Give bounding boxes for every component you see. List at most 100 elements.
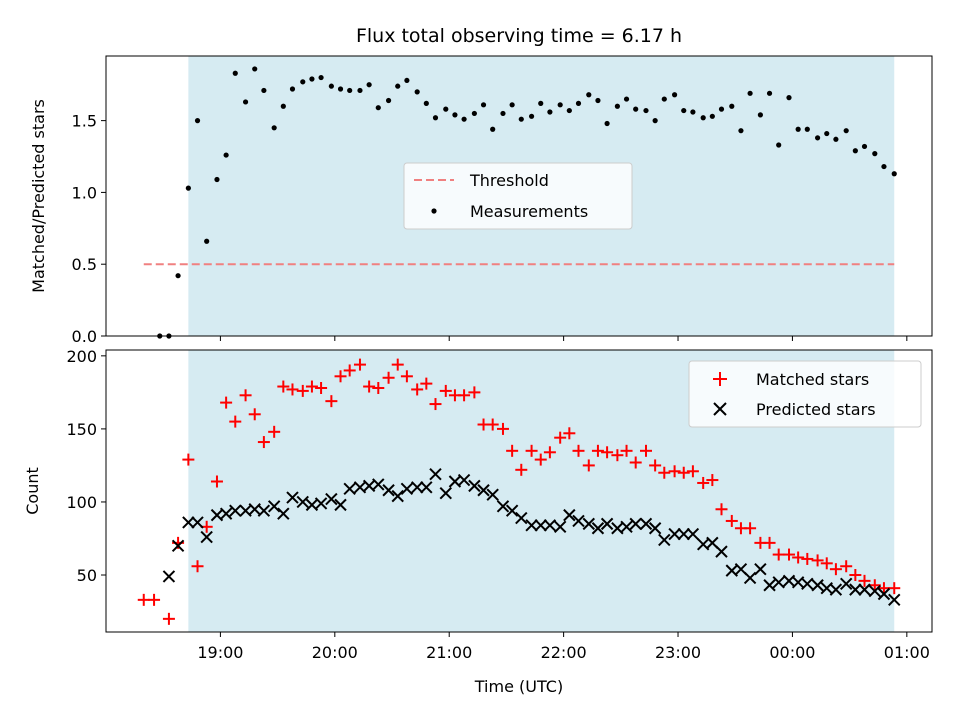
predicted-star-point <box>543 519 557 532</box>
measurement-point <box>786 95 792 101</box>
matched-star-point <box>525 444 538 457</box>
measurement-point <box>747 90 753 96</box>
predicted-star-point <box>829 583 843 596</box>
measurement-point <box>861 143 868 150</box>
matched-star-point <box>744 522 757 535</box>
measurement-point <box>643 107 649 114</box>
predicted-star-point <box>420 481 433 494</box>
y-tick-label: 150 <box>66 420 97 439</box>
matched-star-point <box>782 548 795 561</box>
measurement-point <box>872 151 878 157</box>
predicted-star-point <box>686 527 700 541</box>
measurement-point <box>175 273 181 279</box>
measurement-point <box>280 103 286 109</box>
bottom-legend-box <box>688 360 922 428</box>
top-legend-box <box>403 162 633 230</box>
measurement-point <box>232 70 238 76</box>
predicted-star-point <box>677 527 690 541</box>
predicted-star-point <box>468 479 481 493</box>
matched-star-point <box>611 449 624 462</box>
top-plot-frame <box>105 55 933 337</box>
measurement-point <box>242 99 249 105</box>
predicted-star-point <box>477 484 490 497</box>
measurement-point <box>633 106 639 112</box>
measurement-point <box>671 92 678 98</box>
matched-star-point <box>182 453 195 466</box>
matched-star-point <box>229 415 242 428</box>
measurement-point <box>204 238 210 244</box>
measurement-point <box>357 87 363 94</box>
predicted-star-point <box>811 579 824 592</box>
measurement-point <box>595 97 601 104</box>
matched-star-point <box>601 446 614 459</box>
predicted-star-point <box>162 570 176 583</box>
predicted-star-point <box>582 517 595 531</box>
predicted-star-point <box>858 583 871 596</box>
predicted-star-point <box>286 491 299 504</box>
matched-star-point <box>639 444 652 457</box>
predicted-star-point <box>334 498 347 512</box>
predicted-star-point <box>600 517 614 531</box>
measurement-point <box>194 118 201 124</box>
measurement-point <box>661 96 667 102</box>
matched-star-point <box>697 476 710 489</box>
top-y-axis: 0.0 0.5 1.0 1.5 <box>72 112 106 346</box>
measurement-point <box>337 86 344 92</box>
predicted-star-point <box>743 571 757 585</box>
measurement-point <box>718 106 725 112</box>
predicted-star-point <box>257 504 271 517</box>
matched-star-point <box>315 381 328 394</box>
legend-threshold-label: Threshold <box>469 171 549 190</box>
measurement-point <box>547 109 553 115</box>
bottom-panel: 50 100 150 200 19:00 20:00 21:00 22:00 23:00 00:… <box>23 347 933 696</box>
measurement-point <box>518 116 524 122</box>
matched-star-point <box>620 444 633 457</box>
matched-star-point <box>677 466 690 479</box>
predicted-star-point <box>457 473 471 487</box>
measurement-point <box>223 152 229 158</box>
x-tick-label: 01:00 <box>884 643 930 662</box>
measurement-point <box>300 79 306 85</box>
measurement-point <box>443 106 449 112</box>
matched-star-point <box>877 582 890 595</box>
matched-star-point <box>668 465 681 478</box>
bottom-y-axis: 50 100 150 200 <box>66 347 106 585</box>
top-panel: 0.0 0.5 1.0 1.5 Matched/Predicted stars Thr… <box>29 55 933 346</box>
matched-star-point <box>820 557 833 570</box>
x-tick-label: 19:00 <box>197 643 243 662</box>
matched-star-point <box>543 446 556 459</box>
matched-star-point <box>353 358 366 371</box>
matched-star-point <box>563 427 576 440</box>
matched-star-point <box>725 514 738 527</box>
matched-star-point <box>439 384 452 397</box>
matched-star-point <box>191 560 204 573</box>
x-axis-label: Time (UTC) <box>474 677 563 696</box>
measurement-point <box>490 126 496 132</box>
legend-measurements-swatch <box>431 208 437 214</box>
y-tick-label: 200 <box>66 347 97 366</box>
bottom-legend: Matched stars Predicted stars <box>688 360 922 428</box>
matched-star-point <box>458 389 471 402</box>
matched-star-point <box>343 364 356 377</box>
measurement-point <box>614 103 620 109</box>
measurement-point <box>432 115 439 121</box>
matched-star-point <box>706 474 719 487</box>
x-tick-label: 21:00 <box>426 643 472 662</box>
predicted-star-point <box>372 478 385 491</box>
predicted-star-point <box>191 516 204 529</box>
matched-star-point <box>296 384 309 397</box>
matched-star-point <box>591 444 604 457</box>
matched-star-point <box>277 380 290 393</box>
matched-star-point <box>372 381 385 394</box>
top-y-axis-label: Matched/Predicted stars <box>29 99 48 293</box>
x-tick-label: 00:00 <box>769 643 815 662</box>
top-x-ticks <box>219 336 908 341</box>
measurement-point <box>681 107 687 114</box>
predicted-star-point <box>658 533 671 547</box>
measurement-point <box>385 97 392 104</box>
matched-star-point <box>286 383 299 396</box>
top-measurements <box>157 66 897 339</box>
matched-star-point <box>801 552 814 565</box>
bottom-y-axis-label: Count <box>23 467 42 515</box>
measurement-point <box>509 102 515 108</box>
